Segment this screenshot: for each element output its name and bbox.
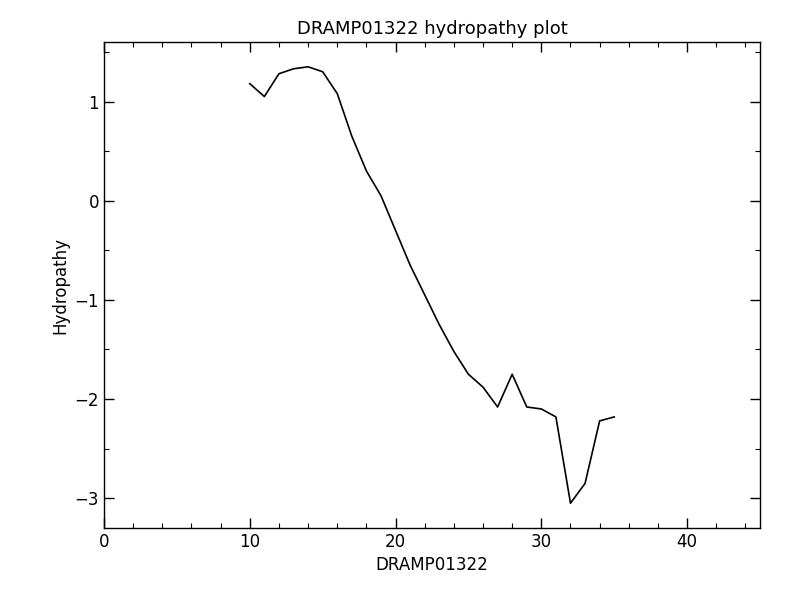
Title: DRAMP01322 hydropathy plot: DRAMP01322 hydropathy plot [297,20,567,38]
Y-axis label: Hydropathy: Hydropathy [51,236,69,334]
X-axis label: DRAMP01322: DRAMP01322 [376,556,488,574]
